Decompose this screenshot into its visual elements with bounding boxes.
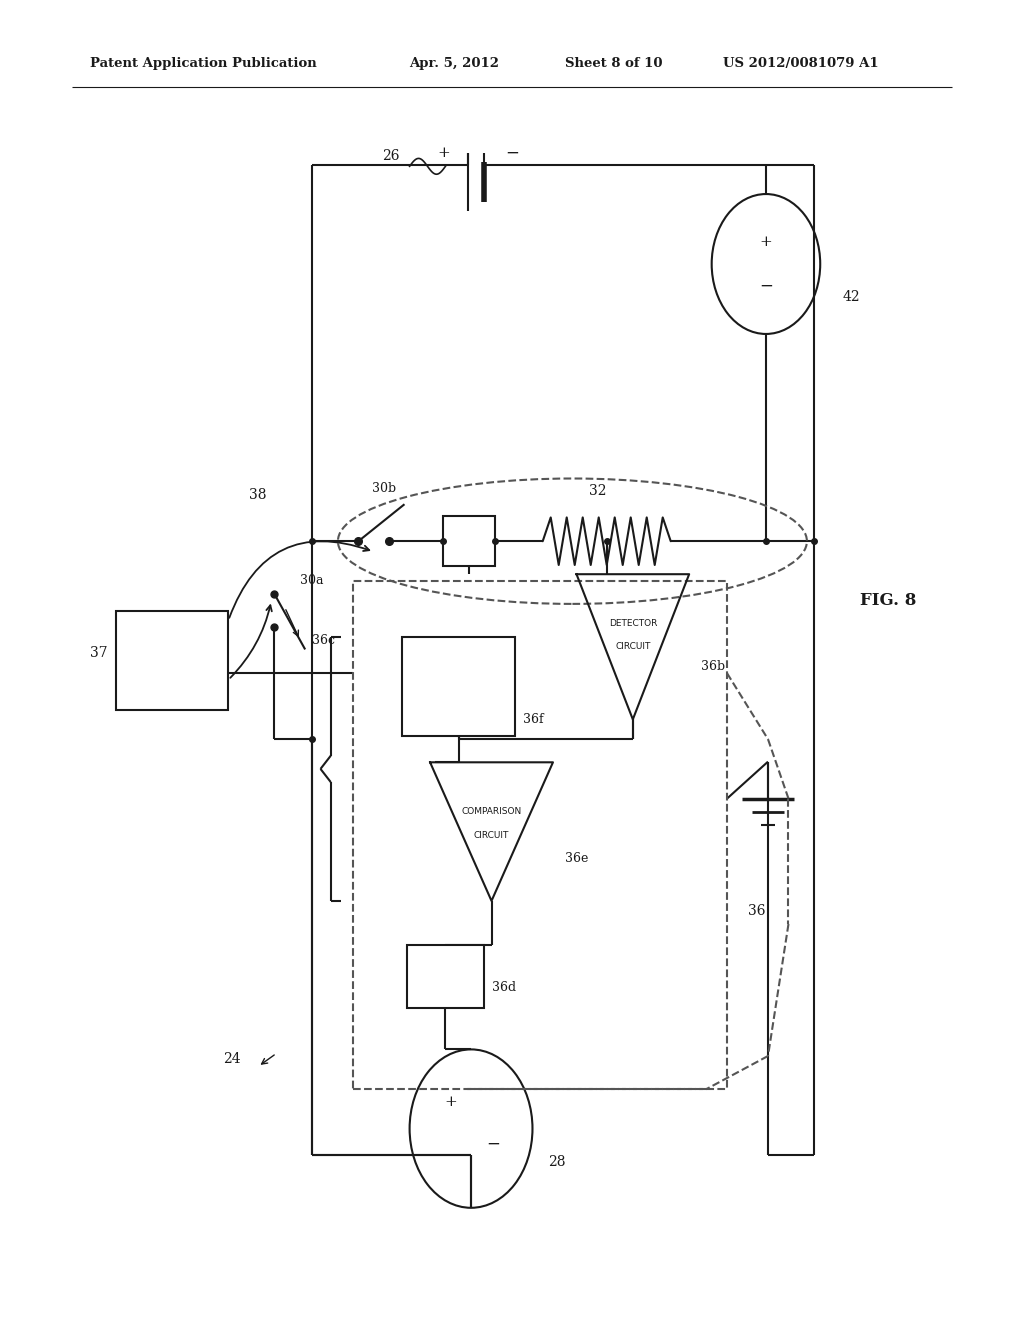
- Text: DETECTOR: DETECTOR: [608, 619, 657, 627]
- Text: COMPARISON: COMPARISON: [462, 808, 521, 816]
- Text: DAC: DAC: [433, 970, 458, 983]
- Text: CIRCUIT: CIRCUIT: [615, 643, 650, 651]
- Text: CIRCUIT: CIRCUIT: [474, 832, 509, 840]
- Text: 36c: 36c: [312, 634, 335, 647]
- Text: 36a: 36a: [460, 537, 478, 545]
- Text: 36f: 36f: [523, 713, 544, 726]
- Text: 37: 37: [90, 647, 108, 660]
- Text: Patent Application Publication: Patent Application Publication: [90, 57, 316, 70]
- Text: −: −: [759, 279, 773, 294]
- Text: CIRCUIT: CIRCUIT: [441, 689, 476, 697]
- FancyBboxPatch shape: [116, 610, 228, 710]
- Text: Apr. 5, 2012: Apr. 5, 2012: [410, 57, 500, 70]
- FancyBboxPatch shape: [408, 945, 484, 1008]
- Text: 42: 42: [843, 290, 860, 304]
- Text: 30b: 30b: [372, 482, 396, 495]
- Text: +: +: [437, 147, 450, 160]
- Text: −: −: [505, 145, 519, 161]
- Text: FIG. 8: FIG. 8: [860, 593, 916, 609]
- Text: +: +: [760, 235, 772, 248]
- Text: 38: 38: [249, 488, 266, 502]
- Text: 28: 28: [548, 1155, 565, 1168]
- Text: 36e: 36e: [565, 851, 589, 865]
- Text: 36b: 36b: [701, 660, 726, 673]
- Text: Sheet 8 of 10: Sheet 8 of 10: [565, 57, 663, 70]
- Text: INTEGRATOR: INTEGRATOR: [430, 665, 487, 673]
- FancyBboxPatch shape: [402, 638, 515, 737]
- Text: +: +: [444, 1096, 457, 1109]
- Text: 30a: 30a: [300, 574, 324, 587]
- Text: 24: 24: [223, 1052, 241, 1065]
- Text: 36: 36: [748, 904, 765, 919]
- Text: 26: 26: [382, 149, 399, 162]
- FancyBboxPatch shape: [443, 516, 495, 566]
- Text: CONTROLLER: CONTROLLER: [137, 655, 207, 665]
- Text: US 2012/0081079 A1: US 2012/0081079 A1: [723, 57, 879, 70]
- Text: −: −: [486, 1137, 501, 1152]
- Text: 36d: 36d: [492, 981, 516, 994]
- Text: 32: 32: [589, 484, 606, 498]
